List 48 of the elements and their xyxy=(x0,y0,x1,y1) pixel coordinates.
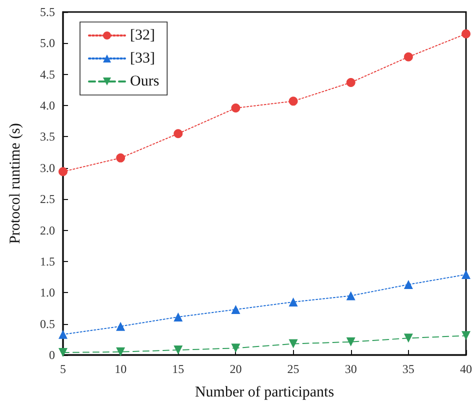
point xyxy=(288,297,298,306)
y-tick-label: 3.0 xyxy=(40,160,55,175)
y-tick-label: 3.5 xyxy=(40,130,55,144)
point xyxy=(116,322,126,331)
point xyxy=(346,291,356,300)
point xyxy=(346,78,356,87)
point xyxy=(174,312,183,322)
x-tick-label: 20 xyxy=(230,362,242,376)
point xyxy=(231,304,240,314)
y-tick-label: 1.5 xyxy=(40,254,55,268)
y-axis-title: Protocol runtime (s) xyxy=(8,123,24,244)
y-tick-label: 4.0 xyxy=(40,98,55,113)
legend-label: Ours xyxy=(130,74,160,90)
x-tick-label: 10 xyxy=(114,362,127,376)
point xyxy=(404,52,413,62)
x-tick-label: 5 xyxy=(60,362,66,376)
point xyxy=(462,270,470,280)
point xyxy=(288,339,298,348)
y-tick-label: 0 xyxy=(49,348,55,362)
y-tick-label: 0.5 xyxy=(40,316,55,331)
point xyxy=(58,330,68,339)
point xyxy=(231,104,240,113)
x-tick-label: 25 xyxy=(287,362,300,376)
point xyxy=(58,167,68,176)
x-tick-label: 35 xyxy=(402,362,414,376)
x-tick-label: 40 xyxy=(460,362,472,376)
point xyxy=(462,29,470,38)
y-tick-label: 5.5 xyxy=(40,5,55,19)
point xyxy=(404,334,413,343)
point xyxy=(288,96,298,106)
y-tick-label: 4.5 xyxy=(40,67,55,82)
x-tick-label: 15 xyxy=(172,362,184,376)
point xyxy=(174,129,183,138)
x-tick-label: 30 xyxy=(344,362,357,376)
point xyxy=(231,344,240,353)
y-tick-label: 1.0 xyxy=(40,286,55,300)
point xyxy=(404,280,413,290)
point xyxy=(462,331,470,340)
point xyxy=(116,347,126,356)
x-axis-title: Number of participants xyxy=(194,384,334,400)
y-tick-label: 2.5 xyxy=(40,192,55,206)
point xyxy=(346,337,356,346)
point xyxy=(116,153,126,162)
legend-label: [33] xyxy=(130,50,155,66)
legend-label: [32] xyxy=(130,28,155,44)
y-tick-label: 5.0 xyxy=(40,36,55,50)
y-tick-label: 2.0 xyxy=(40,223,55,238)
point xyxy=(174,346,183,355)
